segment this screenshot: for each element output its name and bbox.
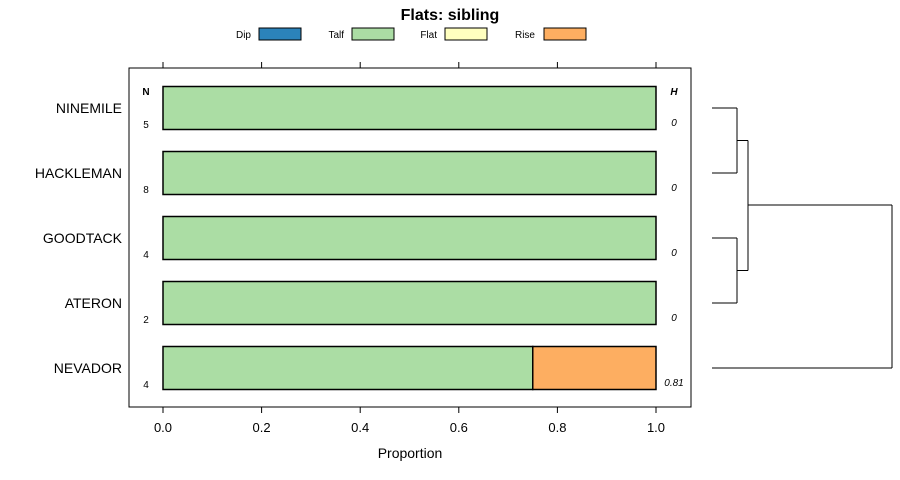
n-value-ateron: 2 [143, 315, 149, 326]
x-axis-title: Proportion [378, 445, 443, 461]
chart-title: Flats: sibling [401, 7, 500, 24]
row-label-goodtack: GOODTACK [43, 230, 123, 246]
x-tick-label-2: 0.4 [351, 420, 369, 435]
row-label-ateron: ATERON [65, 295, 122, 311]
x-tick-label-1: 0.2 [253, 420, 271, 435]
legend-swatch-dip [258, 27, 302, 41]
legend-label-rise: Rise [515, 30, 535, 41]
legend-swatch-rise [543, 27, 587, 41]
dendrogram [712, 107, 893, 369]
n-value-nevador: 4 [143, 380, 149, 391]
bar-segment-goodtack-talf [162, 215, 657, 261]
bar-row-ninemile: NINEMILE 5 0 [56, 85, 677, 131]
h-column-header: H [670, 87, 678, 98]
plot-panel [128, 67, 692, 408]
bar-row-goodtack: GOODTACK 4 0 [43, 215, 677, 261]
h-value-ateron: 0 [671, 313, 677, 324]
row-label-nevador: NEVADOR [54, 360, 122, 376]
x-tick-label-5: 1.0 [647, 420, 665, 435]
x-tick-label-4: 0.8 [548, 420, 566, 435]
legend-label-talf: Talf [328, 30, 344, 41]
x-tick-label-3: 0.6 [450, 420, 468, 435]
h-value-goodtack: 0 [671, 248, 677, 259]
legend-label-dip: Dip [236, 30, 251, 41]
bar-row-hackleman: HACKLEMAN 8 0 [35, 150, 677, 196]
h-value-nevador: 0.81 [664, 378, 683, 389]
n-column-header: N [142, 87, 149, 98]
legend-label-flat: Flat [420, 30, 437, 41]
bar-segment-nevador-rise [532, 345, 657, 391]
legend-swatch-talf [351, 27, 395, 41]
bar-segment-ateron-talf [162, 280, 657, 326]
top-axis-ticks [162, 62, 657, 68]
row-label-ninemile: NINEMILE [56, 100, 122, 116]
row-label-hackleman: HACKLEMAN [35, 165, 122, 181]
legend-swatch-flat [444, 27, 488, 41]
bar-segment-nevador-talf [162, 345, 534, 391]
n-value-goodtack: 4 [143, 250, 149, 261]
h-value-hackleman: 0 [671, 183, 677, 194]
bottom-axis: 0.0 0.2 0.4 0.6 0.8 1.0 [154, 407, 665, 435]
x-tick-label-0: 0.0 [154, 420, 172, 435]
n-value-ninemile: 5 [143, 120, 149, 131]
legend: Dip Talf Flat Rise [236, 27, 587, 41]
n-value-hackleman: 8 [143, 185, 149, 196]
h-value-ninemile: 0 [671, 118, 677, 129]
bar-segment-hackleman-talf [162, 150, 657, 196]
bar-row-nevador: NEVADOR 4 0.81 [54, 345, 684, 391]
bar-segment-ninemile-talf [162, 85, 657, 131]
bar-row-ateron: ATERON 2 0 [65, 280, 677, 326]
